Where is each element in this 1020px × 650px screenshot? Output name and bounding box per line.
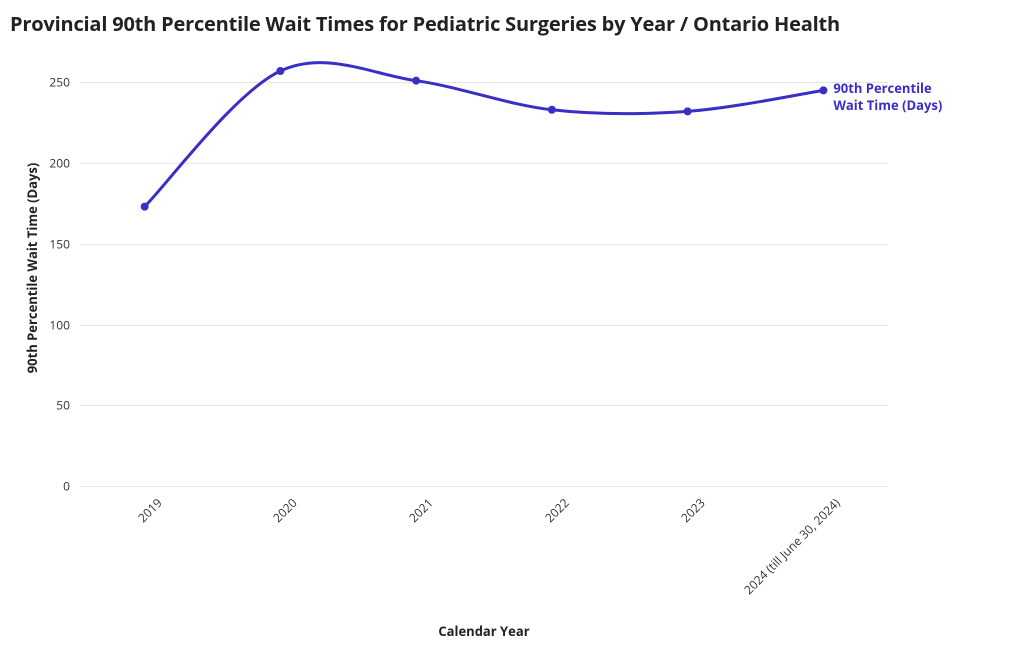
x-tick-label: 2024 (till June 30, 2024) — [732, 486, 844, 598]
data-point — [819, 86, 827, 94]
chart-title: Provincial 90th Percentile Wait Times fo… — [10, 10, 840, 37]
data-point — [141, 203, 149, 211]
x-tick-label: 2023 — [668, 486, 708, 526]
data-point — [276, 67, 284, 75]
series-line — [145, 63, 824, 207]
y-axis-title: 90th Percentile Wait Time (Days) — [23, 163, 41, 374]
data-point — [684, 107, 692, 115]
x-tick-label: 2022 — [532, 486, 572, 526]
plot-area: 050100150200250 201920202021202220232024… — [80, 50, 888, 486]
y-tick-label: 250 — [49, 74, 80, 91]
series-markers — [141, 67, 828, 211]
gridline — [80, 486, 888, 487]
x-tick-label: 2021 — [397, 486, 437, 526]
y-tick-label: 50 — [56, 397, 80, 414]
series-end-label: 90th Percentile Wait Time (Days) — [833, 80, 942, 113]
y-tick-label: 200 — [49, 155, 80, 172]
y-tick-label: 100 — [49, 316, 80, 333]
line-layer — [80, 50, 888, 486]
x-axis-title: Calendar Year — [438, 622, 529, 640]
chart-container: Provincial 90th Percentile Wait Times fo… — [0, 0, 1020, 650]
data-point — [412, 77, 420, 85]
x-tick-label: 2020 — [261, 486, 301, 526]
x-tick-label: 2019 — [125, 486, 165, 526]
y-tick-label: 150 — [49, 235, 80, 252]
y-tick-label: 0 — [63, 478, 80, 495]
data-point — [548, 106, 556, 114]
